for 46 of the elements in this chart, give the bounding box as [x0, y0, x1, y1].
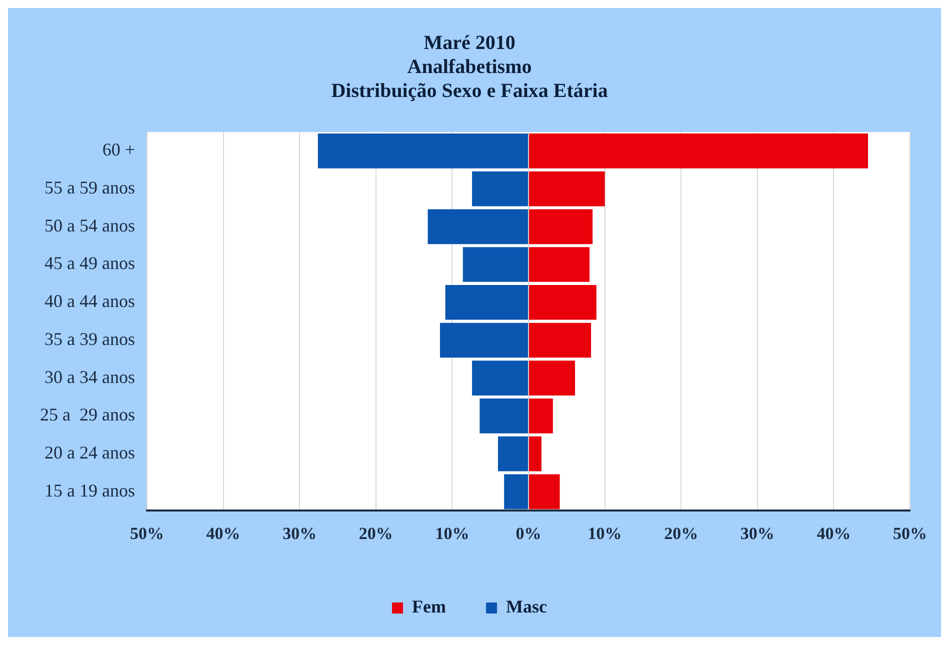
- y-tick-label: 45 a 49 anos: [44, 253, 135, 274]
- bar: [504, 474, 528, 510]
- bar: [472, 360, 528, 396]
- bar: [528, 284, 596, 320]
- legend-label: Masc: [506, 596, 547, 617]
- bar: [440, 322, 528, 358]
- x-tick-label: 30%: [282, 524, 317, 544]
- bar: [318, 134, 528, 168]
- bar: [480, 398, 528, 434]
- x-tick-label: 40%: [206, 524, 240, 544]
- x-tick-label: 50%: [130, 524, 164, 544]
- x-tick-label: 10%: [588, 524, 622, 544]
- bar: [528, 398, 553, 434]
- text: Analfabetismo: [407, 56, 532, 78]
- y-tick-label: 55 a 59 anos: [44, 178, 135, 198]
- x-tick-label: 50%: [893, 524, 927, 544]
- y-tick-label: 50 a 54 anos: [44, 215, 135, 236]
- bar: [528, 360, 576, 396]
- bar: [472, 171, 528, 206]
- x-tick-label: 10%: [435, 524, 470, 544]
- text: Maré 2010: [424, 32, 516, 54]
- bar: [462, 247, 528, 282]
- x-tick-label: 20%: [664, 524, 698, 544]
- bar: [498, 436, 528, 472]
- x-tick-label: 0%: [516, 524, 542, 544]
- bar: [528, 322, 592, 358]
- bar: [528, 134, 868, 168]
- y-tick-label: 35 a 39 anos: [44, 328, 135, 349]
- y-tick-label: 60 +: [102, 140, 135, 160]
- y-tick-label: 25 a 29 anos: [40, 404, 135, 425]
- y-tick-label: 40 a 44 anos: [44, 291, 135, 312]
- bar: [528, 474, 560, 510]
- x-tick-label: 30%: [740, 524, 774, 544]
- y-tick-label: 15 a 19 anos: [44, 480, 135, 500]
- bar: [428, 209, 528, 244]
- x-tick-label: 40%: [816, 524, 851, 544]
- bar: [528, 247, 590, 282]
- text: Distribuição Sexo e Faixa Etária: [331, 80, 608, 102]
- legend-label: Fem: [412, 596, 446, 617]
- bar: [528, 209, 593, 244]
- x-tick-label: 20%: [358, 524, 393, 544]
- y-tick-label: 30 a 34 anos: [44, 366, 135, 387]
- bar: [528, 436, 542, 472]
- y-tick-label: 20 a 24 anos: [44, 442, 135, 463]
- bar: [445, 284, 528, 320]
- bar: [528, 171, 605, 206]
